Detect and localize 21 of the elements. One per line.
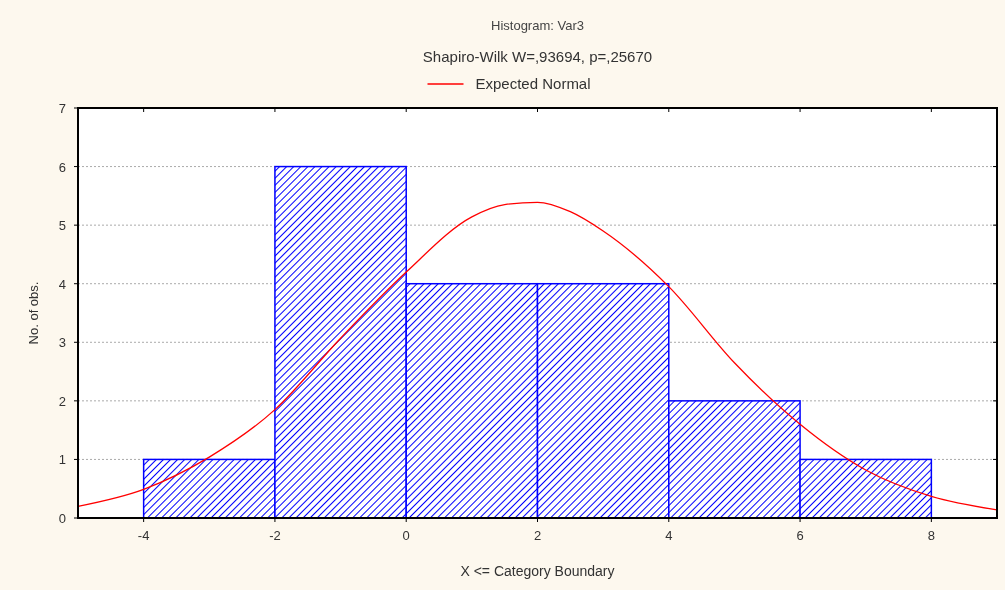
y-axis-title: No. of obs.	[26, 281, 41, 345]
x-tick-label: 6	[796, 528, 804, 543]
chart-title: Histogram: Var3	[491, 18, 584, 33]
x-tick-label: -4	[137, 528, 150, 543]
y-tick-label: 3	[58, 335, 66, 351]
y-tick-label: 7	[58, 101, 66, 116]
x-tick-label: -2	[269, 528, 281, 543]
x-tick-label: 4	[665, 528, 673, 543]
x-tick-label: 8	[927, 528, 935, 543]
legend-label: Expected Normal	[475, 75, 591, 92]
line-series	[77, 201, 998, 511]
y-tick-label: 2	[58, 393, 66, 409]
x-tick-label: 0	[402, 528, 410, 543]
y-tick-label: 6	[58, 159, 66, 175]
chart-subtitle: Shapiro-Wilk W=,93694, p=,25670	[422, 48, 653, 65]
y-tick-label: 1	[58, 452, 66, 468]
x-axis-title: X <= Category Boundary	[460, 563, 615, 579]
y-tick-label: 0	[58, 511, 66, 526]
y-tick-label: 5	[58, 218, 66, 234]
y-tick-label: 4	[58, 276, 66, 292]
x-tick-label: 2	[533, 528, 542, 543]
